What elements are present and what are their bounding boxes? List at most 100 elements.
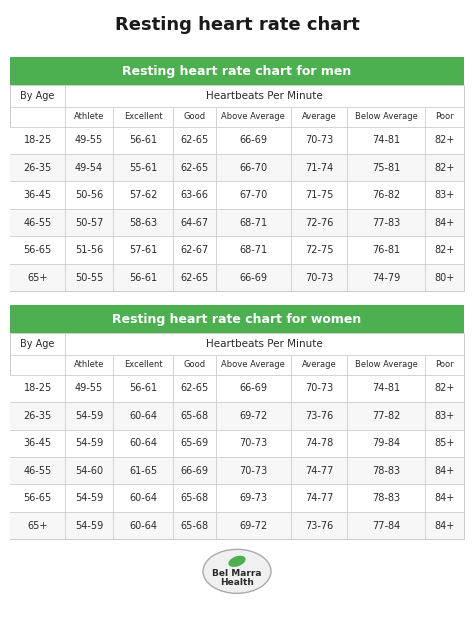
Text: 26-35: 26-35	[24, 411, 52, 421]
Bar	[10, 57, 464, 85]
Text: 62-65: 62-65	[180, 163, 208, 173]
Text: 57-62: 57-62	[129, 190, 157, 200]
Text: Good: Good	[183, 360, 205, 370]
Text: 70-73: 70-73	[239, 466, 267, 476]
Text: 72-76: 72-76	[305, 218, 333, 228]
Text: 69-72: 69-72	[239, 521, 267, 530]
Text: 49-54: 49-54	[75, 163, 103, 173]
Text: 54-59: 54-59	[75, 493, 103, 503]
Text: 83+: 83+	[434, 190, 455, 200]
Text: Heartbeats Per Minute: Heartbeats Per Minute	[206, 339, 323, 349]
Text: Resting heart rate chart for men: Resting heart rate chart for men	[122, 65, 352, 78]
Text: 56-65: 56-65	[24, 493, 52, 503]
Text: Resting heart rate chart: Resting heart rate chart	[115, 16, 359, 34]
Text: 56-61: 56-61	[129, 384, 157, 393]
Text: 26-35: 26-35	[24, 163, 52, 173]
Text: 82+: 82+	[434, 135, 455, 145]
Text: 84+: 84+	[434, 493, 455, 503]
Text: 56-61: 56-61	[129, 135, 157, 145]
Text: 73-76: 73-76	[305, 521, 333, 530]
Text: Poor: Poor	[435, 112, 454, 121]
Text: 62-67: 62-67	[180, 245, 208, 255]
Text: 70-73: 70-73	[305, 384, 333, 393]
Ellipse shape	[228, 556, 246, 567]
Text: 61-65: 61-65	[129, 466, 157, 476]
Text: Bel Marra: Bel Marra	[212, 569, 262, 578]
Text: 68-71: 68-71	[239, 245, 267, 255]
Text: 85+: 85+	[434, 438, 455, 448]
Text: 74-79: 74-79	[372, 273, 400, 282]
Text: 69-72: 69-72	[239, 411, 267, 421]
Bar	[10, 457, 464, 485]
Text: 71-74: 71-74	[305, 163, 333, 173]
Text: 65-68: 65-68	[180, 493, 208, 503]
Text: Excellent: Excellent	[124, 360, 162, 370]
Text: 57-61: 57-61	[129, 245, 157, 255]
Text: 78-83: 78-83	[372, 493, 400, 503]
Bar	[10, 512, 464, 539]
Bar	[10, 402, 464, 429]
Text: 82+: 82+	[434, 163, 455, 173]
Text: 66-69: 66-69	[239, 135, 267, 145]
Text: Good: Good	[183, 112, 205, 121]
Text: 60-64: 60-64	[129, 493, 157, 503]
Text: 54-59: 54-59	[75, 438, 103, 448]
Text: 62-65: 62-65	[180, 135, 208, 145]
Text: 65+: 65+	[27, 521, 48, 530]
Text: 70-73: 70-73	[305, 135, 333, 145]
Text: 84+: 84+	[434, 218, 455, 228]
Text: 18-25: 18-25	[24, 135, 52, 145]
Text: Health: Health	[220, 578, 254, 587]
Text: 80+: 80+	[434, 273, 455, 282]
Text: 83+: 83+	[434, 411, 455, 421]
Text: 58-63: 58-63	[129, 218, 157, 228]
Text: 50-56: 50-56	[75, 190, 103, 200]
Text: 84+: 84+	[434, 521, 455, 530]
Text: 65-68: 65-68	[180, 411, 208, 421]
Bar	[10, 264, 464, 291]
Text: 66-69: 66-69	[239, 273, 267, 282]
Text: 78-83: 78-83	[372, 466, 400, 476]
Text: 69-73: 69-73	[239, 493, 267, 503]
Text: 54-60: 54-60	[75, 466, 103, 476]
Text: 46-55: 46-55	[24, 466, 52, 476]
Text: 50-57: 50-57	[75, 218, 103, 228]
Text: 64-67: 64-67	[180, 218, 208, 228]
Bar	[10, 305, 464, 333]
Text: 68-71: 68-71	[239, 218, 267, 228]
Bar	[10, 127, 464, 154]
Text: Heartbeats Per Minute: Heartbeats Per Minute	[206, 91, 323, 101]
Bar	[10, 85, 464, 291]
Text: Average: Average	[301, 360, 337, 370]
Bar	[10, 209, 464, 237]
Bar	[10, 485, 464, 512]
Text: 65-69: 65-69	[180, 438, 208, 448]
Text: 66-70: 66-70	[239, 163, 267, 173]
Text: 60-64: 60-64	[129, 438, 157, 448]
Text: 66-69: 66-69	[239, 384, 267, 393]
Text: 36-45: 36-45	[24, 438, 52, 448]
Text: 63-66: 63-66	[180, 190, 208, 200]
Text: 18-25: 18-25	[24, 384, 52, 393]
Text: By Age: By Age	[20, 339, 55, 349]
Text: 56-65: 56-65	[24, 245, 52, 255]
Text: Resting heart rate chart for women: Resting heart rate chart for women	[112, 313, 362, 326]
Text: 54-59: 54-59	[75, 411, 103, 421]
Text: 79-84: 79-84	[372, 438, 400, 448]
Bar	[10, 429, 464, 457]
Text: 62-65: 62-65	[180, 384, 208, 393]
Text: 46-55: 46-55	[24, 218, 52, 228]
Text: Above Average: Above Average	[221, 112, 285, 121]
Text: 72-75: 72-75	[305, 245, 333, 255]
Text: 56-61: 56-61	[129, 273, 157, 282]
Text: 76-81: 76-81	[372, 245, 400, 255]
Text: 74-77: 74-77	[305, 493, 333, 503]
Text: 36-45: 36-45	[24, 190, 52, 200]
Text: Athlete: Athlete	[74, 360, 104, 370]
Text: 66-69: 66-69	[180, 466, 208, 476]
Ellipse shape	[203, 550, 271, 593]
Text: 55-61: 55-61	[129, 163, 157, 173]
Text: 74-77: 74-77	[305, 466, 333, 476]
Text: Below Average: Below Average	[355, 360, 418, 370]
Bar	[10, 375, 464, 402]
